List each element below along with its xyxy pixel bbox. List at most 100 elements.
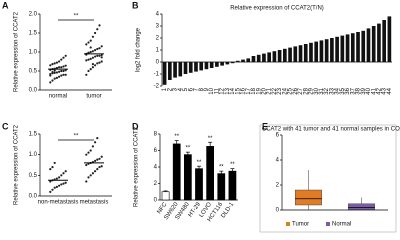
y-tick-label: 0 — [156, 60, 160, 66]
legend-swatch — [326, 222, 330, 226]
bar — [220, 62, 224, 66]
data-point — [91, 63, 94, 66]
y-tick-label: 6 — [276, 133, 280, 139]
x-tick-label: 3 — [173, 87, 179, 91]
data-point — [87, 176, 90, 179]
x-tick-label: 30 — [314, 87, 320, 94]
x-tick-label: 8 — [199, 87, 205, 91]
bar — [162, 62, 167, 85]
data-point — [64, 181, 67, 184]
data-point — [89, 46, 92, 49]
x-tick-label: DLD-1 — [220, 201, 235, 219]
data-point — [100, 60, 103, 63]
bar — [293, 46, 298, 62]
data-point — [89, 50, 92, 54]
data-point — [55, 76, 59, 79]
x-tick-label: 17 — [246, 87, 252, 94]
data-point — [87, 151, 90, 154]
data-point — [87, 41, 90, 44]
data-point — [85, 73, 88, 76]
bar — [199, 62, 204, 71]
x-tick-label: 18 — [251, 87, 257, 94]
data-point — [91, 66, 94, 69]
bar — [230, 62, 235, 64]
data-point — [62, 182, 65, 185]
data-point — [98, 24, 101, 27]
data-point — [49, 190, 52, 193]
y-tick-label: 6 — [154, 148, 158, 154]
bar — [283, 48, 287, 62]
bar — [319, 40, 324, 62]
data-point — [85, 180, 88, 183]
chart-title: Relative expression of CCAT2(T/N) — [230, 6, 324, 12]
x-tick-label: 42 — [377, 87, 383, 94]
data-point — [53, 69, 56, 72]
legend-swatch — [286, 222, 290, 226]
bar — [225, 62, 230, 65]
x-tick-label: 34 — [335, 87, 341, 94]
bar — [161, 191, 170, 201]
data-point — [64, 64, 67, 67]
x-tick-label: 33 — [329, 87, 335, 94]
bar — [204, 62, 209, 70]
x-tick-label: 10 — [209, 87, 215, 94]
data-point — [89, 68, 92, 71]
x-tick-label: 40 — [366, 87, 372, 94]
data-point — [60, 69, 63, 73]
x-tick-label: 43 — [382, 87, 388, 94]
data-point — [58, 66, 61, 69]
data-point — [98, 54, 101, 57]
y-tick-label: 8 — [154, 132, 158, 138]
y-tick-label: 0 — [154, 198, 158, 204]
bar — [371, 26, 376, 62]
data-point — [85, 163, 88, 167]
data-point — [62, 172, 65, 175]
bar — [183, 154, 192, 201]
data-point — [64, 170, 67, 173]
legend-label: Normal — [332, 222, 351, 228]
bar — [246, 58, 251, 62]
x-tick-label: 24 — [282, 87, 288, 94]
bar — [194, 62, 198, 72]
data-point — [53, 186, 56, 189]
data-point — [51, 71, 54, 74]
y-tick-label: 1.0 — [29, 152, 38, 158]
data-point — [94, 141, 97, 144]
bar — [340, 35, 345, 62]
x-tick-label: 31 — [319, 87, 325, 94]
panel-letter: D — [132, 121, 139, 131]
panel-letter: A — [2, 0, 9, 10]
x-tick-label: 11 — [214, 87, 220, 94]
bar — [173, 62, 177, 78]
data-point — [89, 149, 92, 152]
data-point — [62, 56, 65, 59]
data-point — [85, 59, 88, 62]
data-point — [94, 49, 97, 52]
data-point — [55, 177, 59, 180]
x-tick-label: tumor — [86, 94, 101, 100]
y-tick-label: 3 — [156, 24, 160, 30]
bar — [262, 53, 266, 62]
significance-label: ** — [230, 162, 235, 168]
bar — [183, 62, 188, 74]
bar — [314, 41, 319, 62]
box — [348, 203, 375, 210]
y-tick-label: -1 — [154, 72, 160, 78]
bar — [251, 56, 256, 62]
y-tick-label: 1.5 — [29, 132, 38, 138]
data-point — [94, 55, 97, 58]
bar — [168, 62, 172, 80]
data-point — [49, 180, 52, 183]
x-tick-label: 26 — [293, 87, 299, 94]
y-tick-label: -2 — [154, 84, 160, 90]
bar — [330, 38, 334, 62]
data-point — [62, 73, 65, 76]
bar — [382, 20, 386, 62]
data-point — [100, 45, 103, 48]
bar — [235, 60, 240, 62]
x-tick-label: 6 — [188, 87, 194, 91]
bar — [178, 62, 183, 77]
bar — [361, 30, 366, 62]
x-tick-label: 39 — [361, 87, 367, 94]
x-tick-label: non-metastasis — [38, 200, 79, 206]
